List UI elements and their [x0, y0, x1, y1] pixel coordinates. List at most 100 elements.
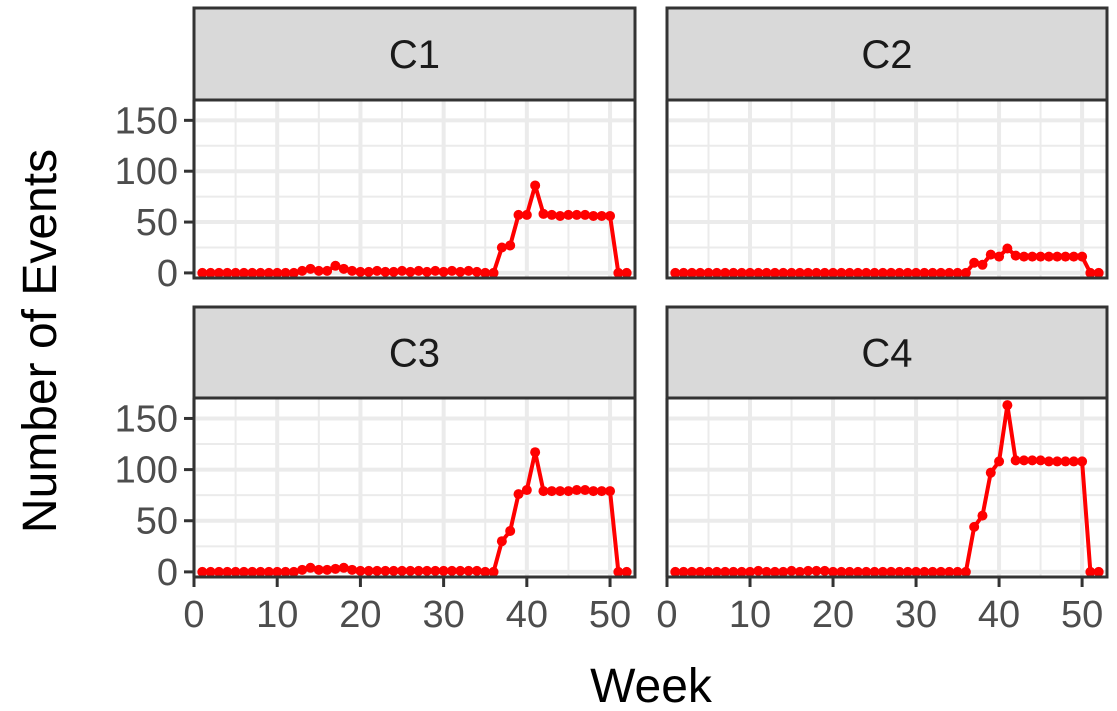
data-point	[280, 566, 291, 577]
data-point	[911, 267, 922, 278]
facet-panel-c1: C1	[192, 6, 637, 280]
gridlines	[665, 398, 1107, 577]
data-point	[596, 486, 607, 497]
data-point	[480, 267, 491, 278]
data-point	[388, 565, 399, 576]
data-point	[985, 467, 996, 478]
data-point	[230, 566, 241, 577]
data-point	[985, 249, 996, 260]
data-point	[238, 566, 249, 577]
data-point	[761, 267, 772, 278]
data-point	[861, 267, 872, 278]
data-point	[330, 260, 341, 271]
x-axis-ticks: 0 10 20 30 40 50 0 10 20 30 40 50	[183, 577, 1103, 636]
data-point	[471, 266, 482, 277]
data-point	[852, 566, 863, 577]
data-point	[1093, 566, 1104, 577]
data-point	[213, 267, 224, 278]
facet-strip	[665, 6, 1109, 102]
data-point	[421, 266, 432, 277]
data-point	[977, 259, 988, 270]
data-point	[588, 486, 599, 497]
panel-border	[665, 98, 1109, 280]
data-point	[703, 267, 714, 278]
data-point	[1027, 455, 1038, 466]
data-point	[944, 267, 955, 278]
data-point	[1077, 456, 1088, 467]
data-point	[530, 180, 541, 191]
data-point	[372, 565, 383, 576]
data-point	[919, 267, 930, 278]
data-point	[952, 566, 963, 577]
data-point	[513, 209, 524, 220]
data-point	[272, 267, 283, 278]
data-point	[247, 566, 258, 577]
y-tick-label: 150	[115, 398, 178, 440]
data-point	[405, 266, 416, 277]
data-point	[330, 563, 341, 574]
data-point	[720, 267, 731, 278]
data-point	[430, 565, 441, 576]
data-point	[994, 251, 1005, 262]
data-point	[1077, 251, 1088, 262]
data-point	[811, 565, 822, 576]
facet-strip-label: C3	[389, 332, 440, 376]
data-point	[438, 266, 449, 277]
data-point	[355, 266, 366, 277]
data-point	[305, 562, 316, 573]
data-point	[505, 525, 516, 536]
x-tick-label: 20	[339, 594, 381, 636]
data-point	[695, 267, 706, 278]
data-point	[902, 566, 913, 577]
data-point	[886, 566, 897, 577]
data-point	[745, 566, 756, 577]
data-point	[861, 566, 872, 577]
data-point	[322, 265, 333, 276]
panel-border	[665, 396, 1109, 579]
facet-strip	[665, 305, 1109, 400]
data-point	[844, 267, 855, 278]
data-point	[596, 210, 607, 221]
x-tick-label: 50	[589, 594, 631, 636]
data-point	[347, 265, 358, 276]
data-points	[197, 180, 632, 278]
data-point	[720, 566, 731, 577]
data-point	[605, 486, 616, 497]
data-point	[621, 566, 632, 577]
data-point	[1027, 251, 1038, 262]
data-point	[388, 266, 399, 277]
data-point	[670, 267, 681, 278]
data-points	[670, 400, 1104, 577]
data-point	[1085, 566, 1096, 577]
data-point	[994, 456, 1005, 467]
data-point	[213, 566, 224, 577]
data-point	[205, 267, 216, 278]
data-point	[1085, 267, 1096, 278]
data-point	[580, 485, 591, 496]
data-points	[670, 243, 1104, 278]
data-point	[869, 267, 880, 278]
data-point	[288, 566, 299, 577]
facet-panels: C1 C2 C3 C4	[192, 6, 1109, 579]
data-point	[480, 566, 491, 577]
data-point	[969, 257, 980, 268]
facet-strip-label: C4	[861, 332, 912, 376]
data-point	[538, 486, 549, 497]
data-point	[1052, 456, 1063, 467]
data-point	[413, 565, 424, 576]
data-point	[571, 209, 582, 220]
data-point	[571, 485, 582, 496]
data-point	[1010, 455, 1021, 466]
data-point	[778, 566, 789, 577]
data-point	[496, 536, 507, 547]
data-point	[255, 566, 266, 577]
data-point	[819, 565, 830, 576]
data-point	[1060, 251, 1071, 262]
facet-panel-c2: C2	[665, 6, 1109, 280]
data-point	[197, 566, 208, 577]
data-point	[736, 566, 747, 577]
data-point	[935, 566, 946, 577]
data-point	[555, 486, 566, 497]
y-tick-label: 100	[115, 151, 178, 193]
